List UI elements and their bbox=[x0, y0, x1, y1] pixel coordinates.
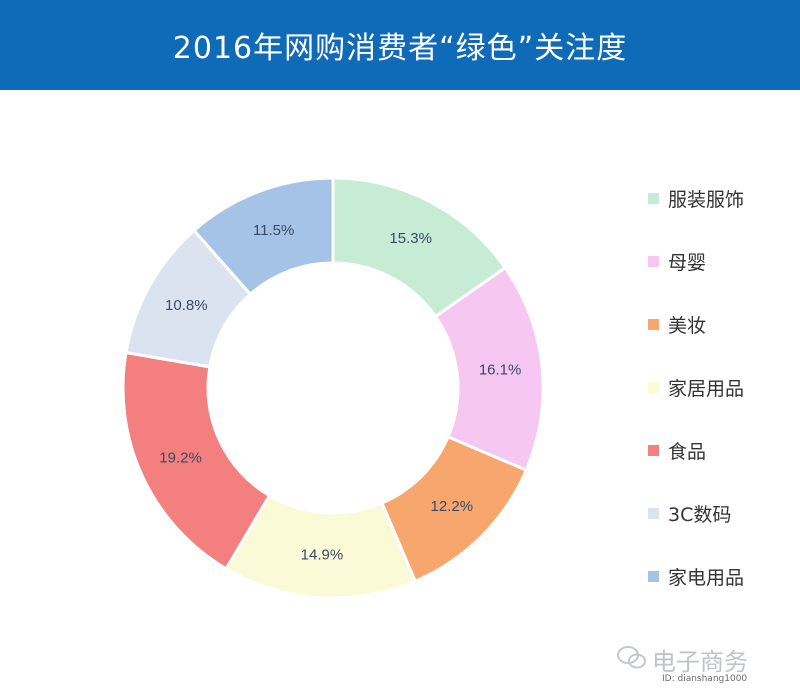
data-label-0: 15.3% bbox=[389, 230, 432, 247]
legend-swatch bbox=[648, 507, 659, 519]
legend-label: 母婴 bbox=[668, 251, 707, 274]
legend-label: 服装服饰 bbox=[668, 188, 745, 211]
legend-item-2: 美妆 bbox=[648, 312, 707, 337]
header-bar: 2016年网购消费者“绿色”关注度 bbox=[0, 0, 800, 90]
legend-label: 美妆 bbox=[668, 314, 707, 337]
legend-label: 3C数码 bbox=[668, 503, 732, 526]
legend-item-0: 服装服饰 bbox=[648, 186, 745, 211]
legend-item-5: 3C数码 bbox=[648, 501, 732, 526]
data-label-6: 11.5% bbox=[253, 222, 294, 239]
watermark-name: 电子商务 bbox=[652, 648, 748, 676]
legend-item-6: 家电用品 bbox=[648, 564, 745, 589]
watermark-id: ID: dianshang1000 bbox=[662, 674, 748, 684]
data-label-4: 19.2% bbox=[159, 450, 202, 467]
legend-swatch bbox=[648, 192, 659, 204]
data-label-1: 16.1% bbox=[479, 362, 522, 379]
legend-swatch bbox=[648, 255, 659, 267]
legend-label: 家居用品 bbox=[668, 377, 745, 400]
legend-swatch bbox=[648, 444, 659, 456]
legend-label: 食品 bbox=[668, 440, 707, 463]
legend-item-4: 食品 bbox=[648, 438, 707, 463]
legend-label: 家电用品 bbox=[668, 566, 745, 589]
legend-swatch bbox=[648, 381, 659, 393]
legend-item-1: 母婴 bbox=[648, 249, 707, 274]
data-label-3: 14.9% bbox=[301, 547, 344, 564]
slice-6 bbox=[192, 176, 335, 297]
legend-swatch bbox=[648, 570, 659, 582]
chart-title: 2016年网购消费者“绿色”关注度 bbox=[172, 31, 628, 66]
data-label-5: 10.8% bbox=[165, 297, 208, 314]
watermark: 电子商务 ID: dianshang1000 bbox=[612, 638, 792, 690]
legend-swatch bbox=[648, 318, 659, 330]
data-label-2: 12.2% bbox=[431, 498, 474, 515]
legend-item-3: 家居用品 bbox=[648, 375, 745, 400]
wechat-icon bbox=[617, 646, 646, 669]
